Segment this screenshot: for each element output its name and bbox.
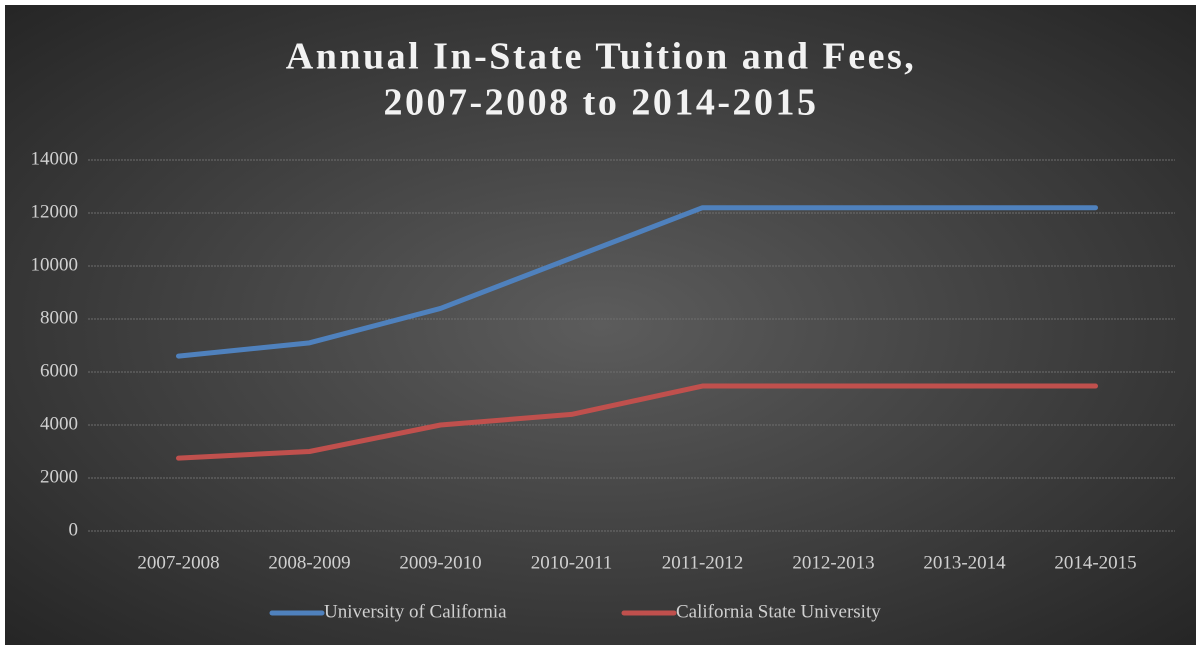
x-tick-label: 2008-2009 xyxy=(268,552,350,573)
series-line xyxy=(176,383,1098,461)
y-tick-label: 6000 xyxy=(40,360,78,381)
y-tick-label: 12000 xyxy=(31,201,79,222)
x-tick-label: 2014-2015 xyxy=(1054,552,1136,573)
y-tick-label: 0 xyxy=(69,519,79,540)
legend-label: University of California xyxy=(324,601,507,622)
y-tick-label: 8000 xyxy=(40,307,78,328)
x-tick-label: 2012-2013 xyxy=(792,552,874,573)
y-tick-label: 10000 xyxy=(31,254,79,275)
legend-label: California State University xyxy=(676,601,881,622)
y-tick-label: 2000 xyxy=(40,466,78,487)
x-tick-label: 2013-2014 xyxy=(923,552,1006,573)
chart-title: Annual In-State Tuition and Fees, xyxy=(286,36,917,78)
x-tick-label: 2009-2010 xyxy=(399,552,481,573)
y-tick-label: 4000 xyxy=(40,413,78,434)
y-tick-label: 14000 xyxy=(31,148,79,169)
chart-background xyxy=(5,5,1196,645)
chart-title: 2007-2008 to 2014-2015 xyxy=(384,82,819,124)
x-tick-label: 2010-2011 xyxy=(531,552,613,573)
series-line xyxy=(176,205,1098,359)
x-tick-label: 2007-2008 xyxy=(137,552,219,573)
x-tick-label: 2011-2012 xyxy=(662,552,744,573)
